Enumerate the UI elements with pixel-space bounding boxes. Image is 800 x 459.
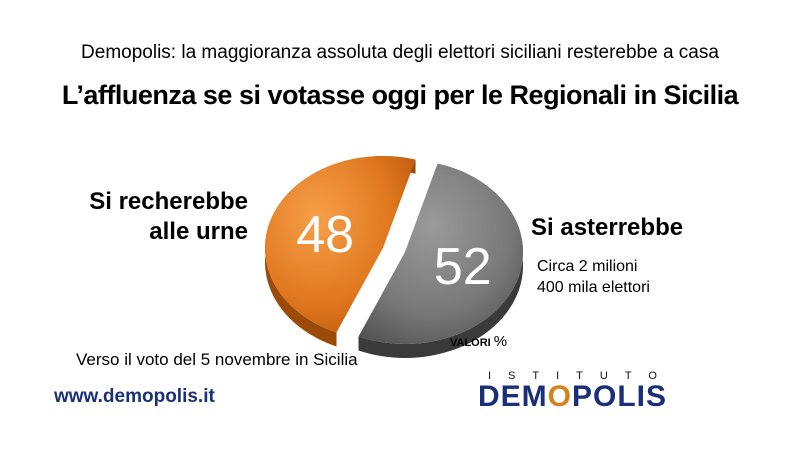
website-link[interactable]: www.demopolis.it — [54, 386, 215, 407]
logo-part-b: POLIS — [572, 380, 668, 413]
pie-slice-0 — [265, 155, 416, 333]
pie-slice-1 — [358, 163, 523, 344]
values-unit-symbol: % — [493, 333, 508, 350]
note-line2: 400 mila elettori — [537, 279, 650, 296]
chart-subtitle: Demopolis: la maggioranza assoluta degli… — [81, 42, 719, 63]
values-unit-label: VALORI% — [450, 333, 507, 350]
demopolis-logo: ISTITUTO DEMOPOLIS — [478, 370, 728, 414]
slice-label-recherebbe-line1: Si recherebbe — [89, 188, 248, 215]
slice-label-recherebbe: Si recherebbe alle urne — [89, 187, 248, 247]
logo-part-a: DEM — [478, 380, 548, 413]
context-note: Verso il voto del 5 novembre in Sicilia — [76, 350, 358, 369]
logo-istituto: ISTITUTO — [488, 370, 674, 382]
chart-title: L’affluenza se si votasse oggi per le Re… — [61, 80, 739, 110]
pie-value-label-0: 48 — [296, 206, 354, 264]
logo-part-o: O — [547, 380, 573, 413]
logo-wordmark: DEMOPOLIS — [478, 380, 728, 414]
slice-label-asterrebbe: Si asterrebbe — [531, 214, 684, 241]
values-unit-text: VALORI — [450, 337, 491, 349]
pie-value-label-1: 52 — [434, 238, 492, 296]
slice-label-recherebbe-line2: alle urne — [149, 218, 248, 245]
note-line1: Circa 2 milioni — [537, 258, 638, 275]
slice-note-asterrebbe: Circa 2 milioni 400 mila elettori — [537, 256, 650, 298]
